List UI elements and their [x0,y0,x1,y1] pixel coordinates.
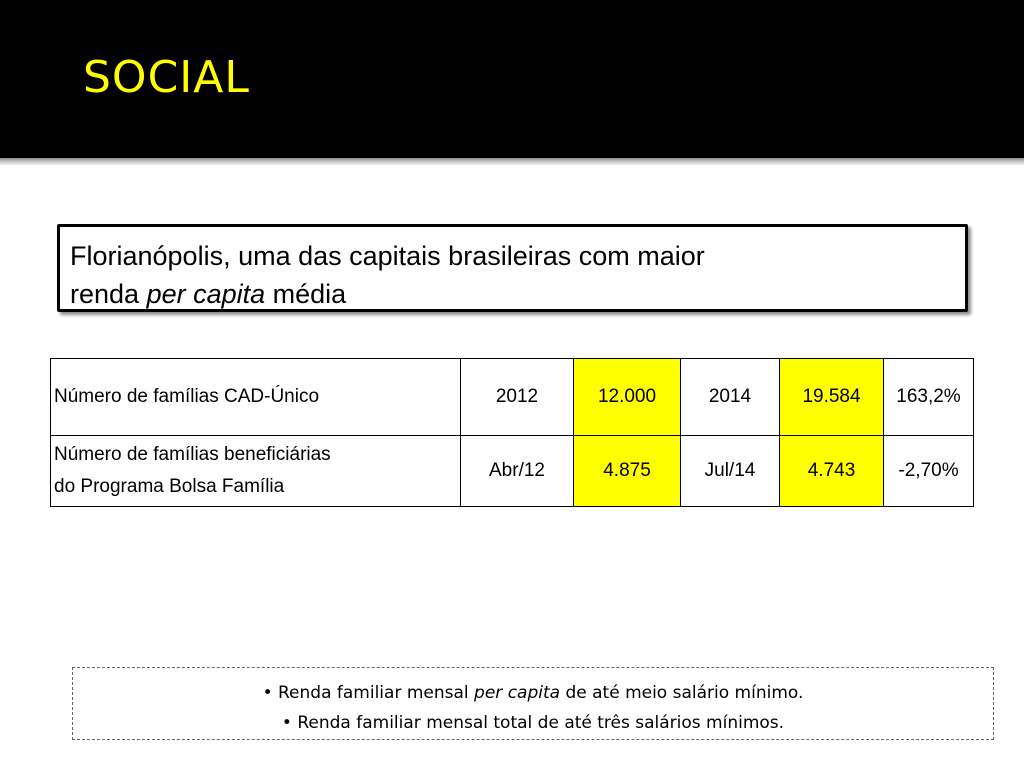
change-percent: -2,70% [883,435,974,507]
eligibility-notes: • Renda familiar mensal per capita de at… [72,667,994,740]
change-percent: 163,2% [883,358,974,436]
table-row: Número de famílias beneficiárias do Progr… [50,435,974,507]
slide-header: SOCIAL [0,0,1024,158]
value-end: 4.743 [779,435,884,507]
header-divider [0,158,1024,165]
value-end: 19.584 [779,358,884,436]
period-start: Abr/12 [460,435,574,507]
callout-line-2-prefix: renda [70,279,147,309]
table-row: Número de famílias CAD-Único 2012 12.000… [50,358,974,436]
callout-line-1: Florianópolis, uma das capitais brasilei… [70,241,705,271]
row-label-line-2: do Programa Bolsa Família [54,476,285,497]
callout-line-2-suffix: média [265,279,347,309]
families-table: Número de famílias CAD-Único 2012 12.000… [50,358,974,507]
period-end: Jul/14 [680,435,780,507]
callout-line-2: renda per capita média [70,275,955,313]
note-item-1: • Renda familiar mensal per capita de at… [73,678,993,708]
callout-box: Florianópolis, uma das capitais brasilei… [57,224,968,312]
note-item-2: • Renda familiar mensal total de até trê… [281,713,785,733]
note-1-prefix: • Renda familiar mensal [262,683,475,703]
row-label: Número de famílias CAD-Único [50,358,461,436]
period-end: 2014 [680,358,780,436]
value-start: 4.875 [573,435,681,507]
row-label-line-1: Número de famílias beneficiárias [54,444,331,465]
period-start: 2012 [460,358,574,436]
row-label: Número de famílias beneficiárias do Progr… [50,435,461,507]
note-1-per-capita: per capita [474,683,561,703]
slide-title: SOCIAL [83,52,250,103]
callout-per-capita: per capita [146,279,266,309]
value-start: 12.000 [573,358,681,436]
note-1-suffix: de até meio salário mínimo. [560,683,804,703]
